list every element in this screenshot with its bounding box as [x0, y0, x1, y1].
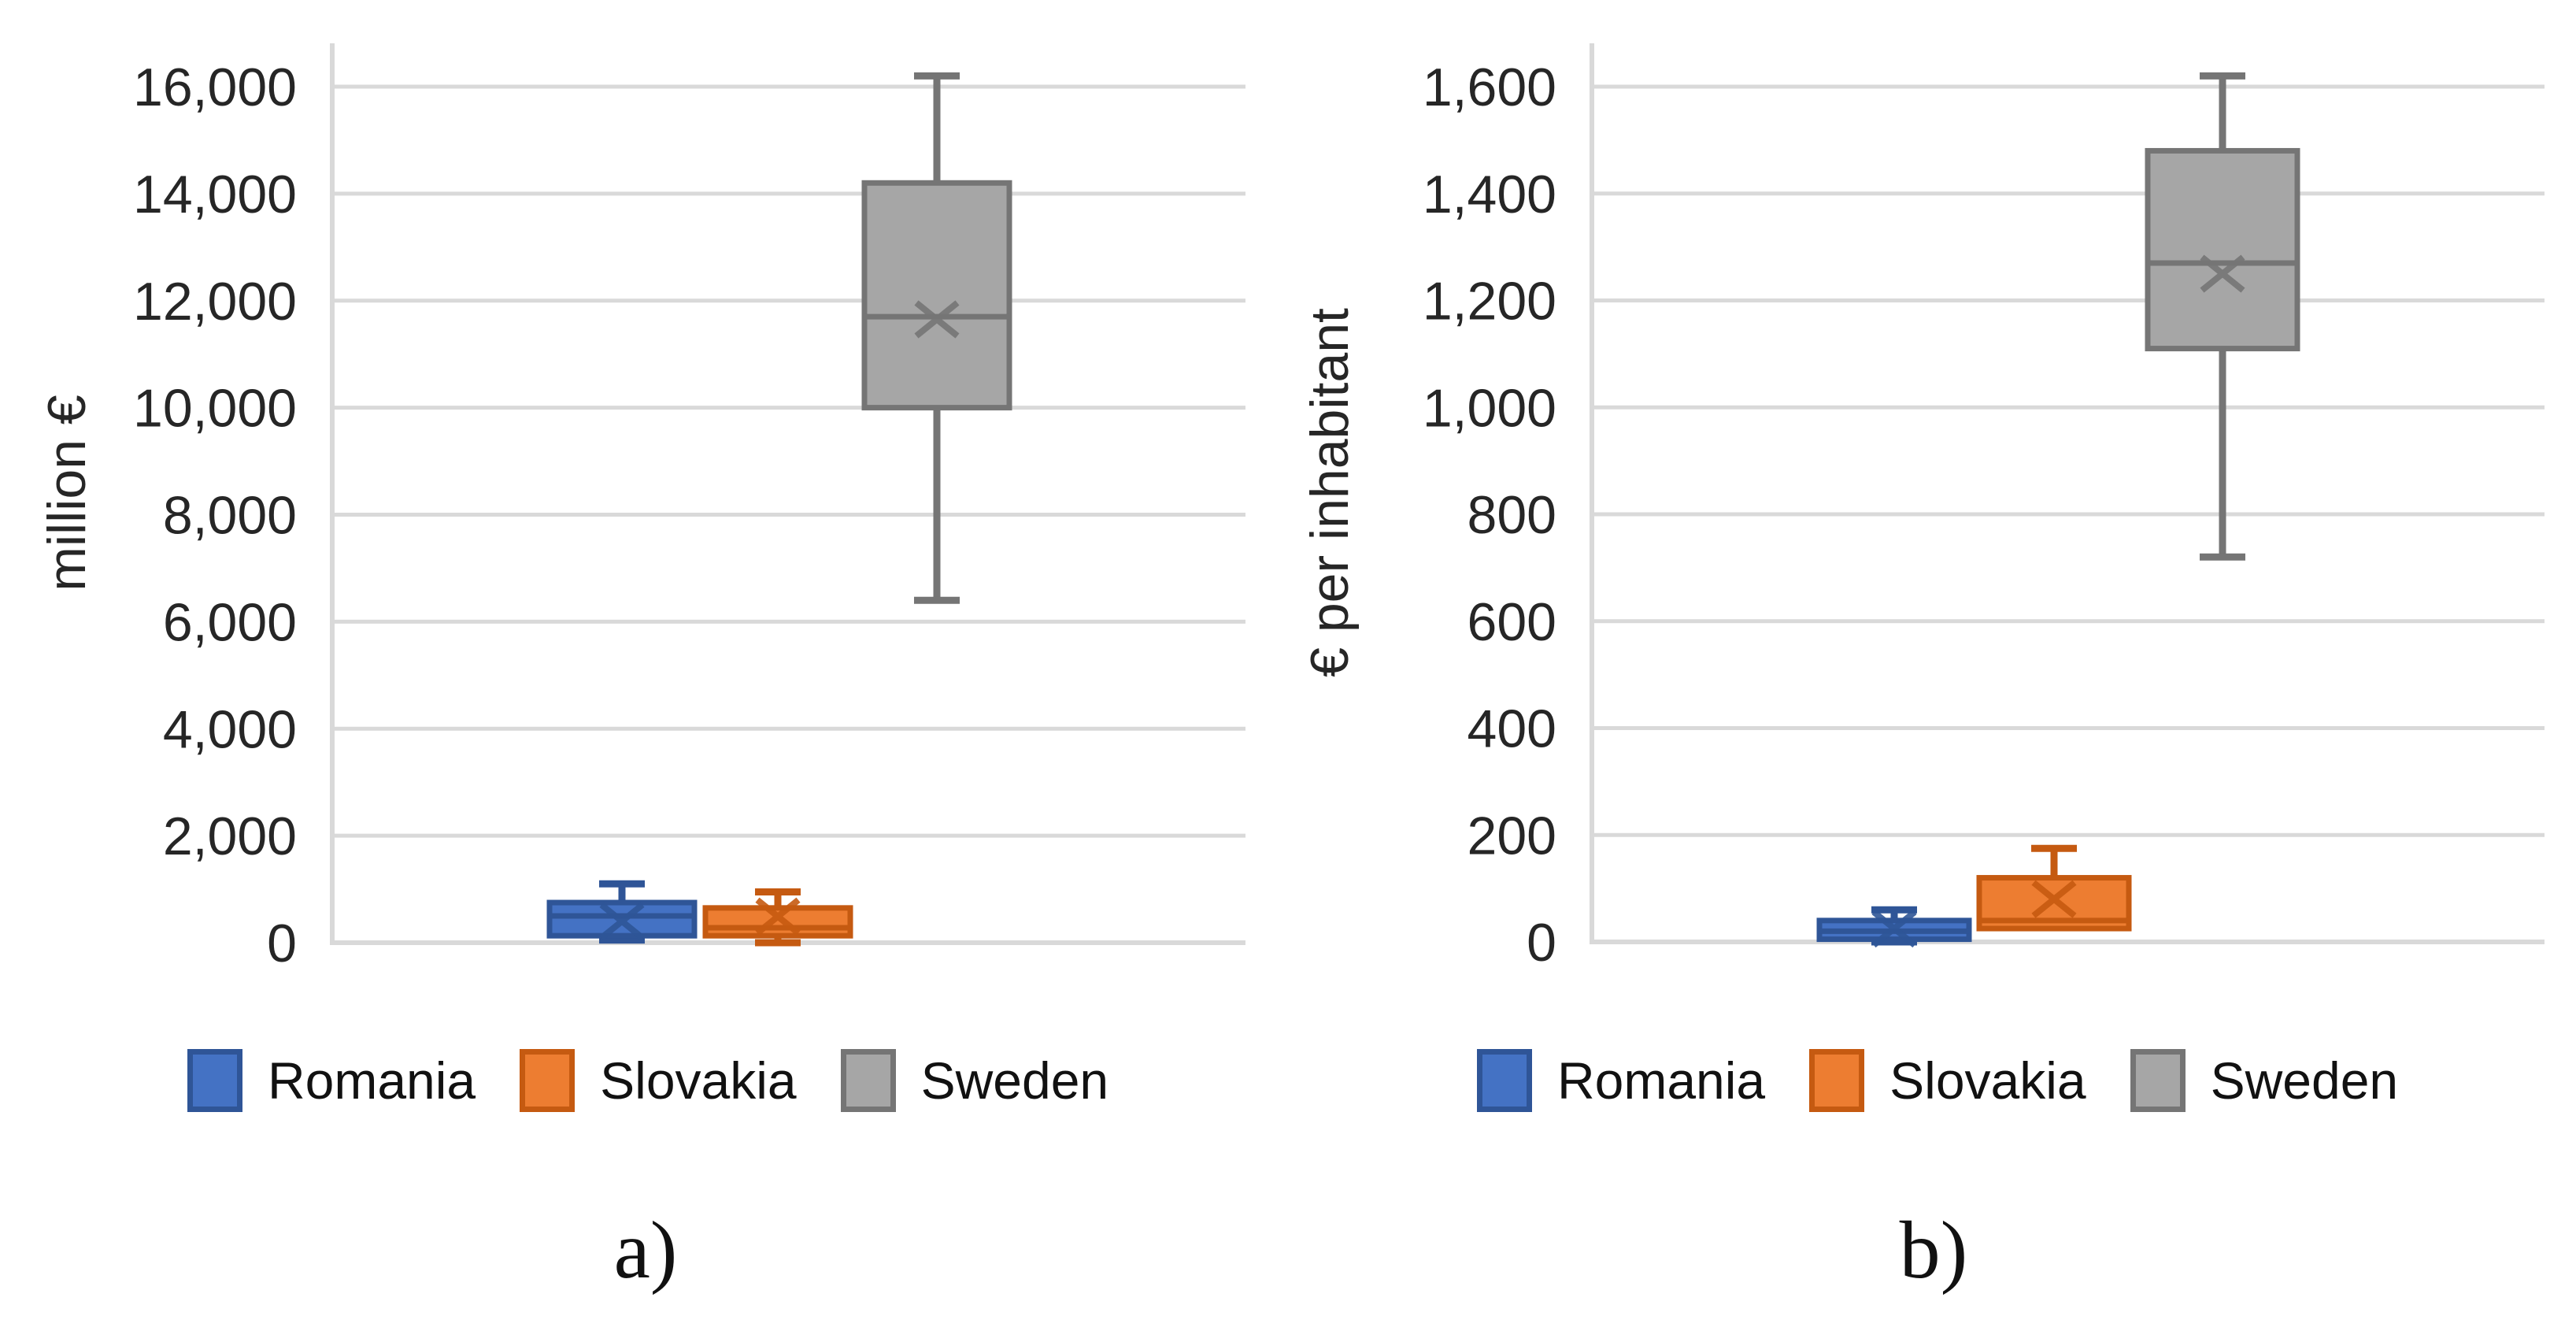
mean-marker-x: [914, 300, 960, 339]
legend-label-slovakia: Slovakia: [600, 1051, 797, 1110]
mean-marker-x: [1871, 909, 1917, 948]
legend-item-slovakia: Slovakia: [1809, 1049, 2086, 1112]
legend-label-slovakia: Slovakia: [1889, 1051, 2086, 1110]
y-tick-label-10000: 10,000: [133, 379, 297, 439]
box-romania: [1816, 906, 1972, 948]
chart-panel-b: 0 200 400 600 800 1,000 1,200 1,400 1,600 € per i…: [1291, 0, 2576, 1342]
y-tick-label-0: 0: [1527, 913, 1556, 973]
iqr-box: [702, 905, 853, 939]
y-tick-label-1200: 1,200: [1423, 272, 1556, 332]
caption-a: a): [613, 1205, 678, 1296]
box-romania: [546, 880, 698, 944]
mean-marker-x: [2031, 880, 2077, 918]
legend-swatch-sweden: [840, 1049, 896, 1112]
box-sweden: [2145, 72, 2300, 561]
legend-label-sweden: Sweden: [2210, 1051, 2399, 1110]
legend-item-sweden: Sweden: [2130, 1049, 2399, 1112]
legend-label-romania: Romania: [1557, 1051, 1766, 1110]
iqr-box: [861, 180, 1012, 411]
y-tick-label-12000: 12,000: [133, 272, 297, 332]
y-tick-label-1400: 1,400: [1423, 165, 1556, 224]
legend-swatch-romania: [1477, 1049, 1532, 1112]
caption-b: b): [1899, 1205, 1968, 1296]
legend-swatch-sweden: [2130, 1049, 2186, 1112]
legend-label-romania: Romania: [268, 1051, 476, 1110]
legend-a: Romania Slovakia Sweden: [187, 1049, 1108, 1112]
y-tick-label-14000: 14,000: [133, 165, 297, 224]
mean-marker-x: [599, 902, 645, 940]
legend-label-sweden: Sweden: [920, 1051, 1109, 1110]
legend-item-slovakia: Slovakia: [520, 1049, 797, 1112]
boxplot-chart-a: 0 2,000 4,000 6,000 8,000 10,000 12,000 14,000 1…: [37, 43, 1245, 973]
legend-b: Romania Slovakia Sweden: [1477, 1049, 2398, 1112]
y-tick-label-800: 800: [1468, 485, 1556, 545]
y-tick-label-200: 200: [1468, 806, 1556, 866]
y-tick-label-4000: 4,000: [163, 699, 297, 759]
box-slovakia: [702, 888, 853, 947]
boxplot-chart-b: 0 200 400 600 800 1,000 1,200 1,400 1,600 € per i…: [1300, 43, 2545, 973]
legend-swatch-slovakia: [1809, 1049, 1865, 1112]
y-tick-label-600: 600: [1468, 592, 1556, 652]
chart-panel-a: 0 2,000 4,000 6,000 8,000 10,000 12,000 14,000 1…: [37, 43, 1245, 1296]
legend-swatch-romania: [187, 1049, 242, 1112]
y-tick-label-2000: 2,000: [163, 806, 297, 866]
y-tick-label-0: 0: [267, 914, 297, 973]
mean-marker-x: [2200, 254, 2245, 293]
y-axis-title: million €: [37, 395, 97, 591]
legend-item-romania: Romania: [1477, 1049, 1765, 1112]
mean-marker-x: [755, 897, 801, 936]
y-tick-label-16000: 16,000: [133, 57, 297, 117]
box-sweden: [861, 72, 1012, 604]
y-axis-title: € per inhabitant: [1300, 308, 1360, 677]
legend-item-sweden: Sweden: [840, 1049, 1109, 1112]
y-tick-label-1600: 1,600: [1423, 57, 1556, 117]
y-tick-label-1000: 1,000: [1423, 378, 1556, 438]
iqr-box: [2145, 147, 2300, 352]
legend-item-romania: Romania: [187, 1049, 476, 1112]
y-tick-label-400: 400: [1468, 699, 1556, 759]
y-tick-label-6000: 6,000: [163, 592, 297, 652]
y-tick-label-8000: 8,000: [163, 486, 297, 546]
legend-swatch-slovakia: [520, 1049, 576, 1112]
box-slovakia: [1976, 844, 2132, 932]
